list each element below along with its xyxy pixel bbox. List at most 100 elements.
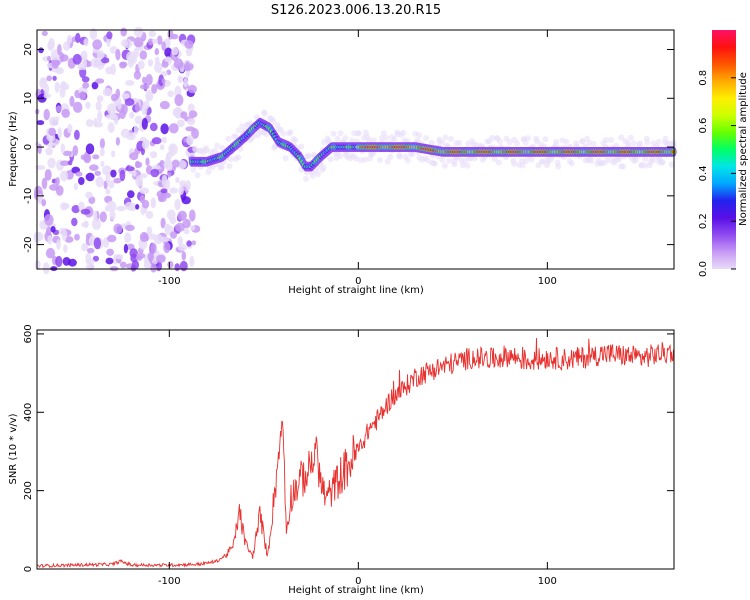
spectrogram-cell: [37, 143, 42, 154]
spectrogram-cell: [148, 30, 156, 37]
spectrogram-cell: [179, 180, 187, 188]
spectrogram-cell: [439, 139, 446, 146]
spectrogram-cell: [129, 111, 135, 119]
spectrogram-cell: [615, 156, 622, 163]
spectrogram-cell: [120, 27, 127, 37]
spectrogram-cell: [174, 94, 184, 107]
spectrogram-cell: [145, 157, 150, 166]
y-tick-label: -20: [23, 236, 34, 252]
spectrogram-cell: [387, 153, 394, 160]
spectrogram-cell: [81, 243, 89, 252]
spectrogram-cell: [105, 257, 114, 265]
spectrogram-cell: [85, 101, 91, 110]
spectrogram-cell: [528, 156, 535, 163]
spectrogram-cell: [184, 40, 194, 49]
spectrogram-cell: [431, 160, 438, 167]
spectrogram-cell: [91, 81, 99, 90]
spectrogram-cell: [120, 39, 128, 47]
spectrogram-cell: [39, 77, 48, 83]
spectrogram-cell: [177, 119, 185, 128]
spectrogram-cell: [655, 138, 662, 145]
spectrogram-cell: [189, 225, 196, 231]
spectrogram-cell: [71, 205, 81, 214]
spectrogram-cell: [150, 242, 157, 254]
spectrogram-cell: [66, 34, 73, 44]
spectrogram-cell: [456, 139, 463, 146]
spectrogram-cell: [153, 234, 164, 245]
spectrogram-cell: [175, 222, 185, 232]
colorbar-tick-label: 0.8: [698, 70, 709, 86]
spectrogram-cell: [96, 95, 104, 103]
spectrogram-cell: [662, 135, 669, 142]
spectrogram-cell: [514, 140, 520, 146]
spectrogram-cell: [113, 223, 123, 234]
spectrogram-cell: [45, 226, 52, 236]
spectrogram-cell: [92, 210, 98, 221]
y-tick-label: 0: [23, 144, 34, 150]
y-tick-label: 10: [23, 92, 34, 105]
figure-title: S126.2023.006.13.20.R15: [271, 3, 441, 18]
spectrogram-cell: [147, 251, 154, 262]
spectrogram-cell: [91, 218, 102, 230]
spectrogram-cell: [63, 41, 71, 51]
spectrogram-y-ticks: -20 -10 0 10 20: [23, 43, 674, 253]
spectrogram-cell: [602, 137, 609, 143]
spectrogram-cell: [85, 258, 95, 265]
spectrogram-cell: [49, 184, 59, 191]
spectrogram-cell: [75, 171, 83, 177]
y-tick-label: -10: [23, 188, 34, 204]
spectrogram-cell: [146, 226, 153, 236]
x-tick-label: -100: [158, 276, 181, 287]
spectrogram-cell: [133, 37, 144, 48]
spectrogram-cell: [120, 128, 130, 138]
spectrogram-cell: [159, 100, 170, 110]
spectrogram-cell: [116, 205, 127, 212]
spectrogram-cell: [187, 103, 195, 113]
spectrogram-cell: [69, 95, 75, 107]
spectrogram-cell: [60, 202, 68, 211]
spectrogram-cell: [495, 159, 502, 166]
spectrogram-image: [33, 26, 677, 275]
spectrogram-cell: [164, 156, 171, 169]
spectrogram-cell: [60, 143, 66, 154]
spectrogram-cell: [75, 32, 81, 44]
spectrogram-cell: [42, 262, 50, 275]
snr-panel: -100 0 100 0 200 400 600 Height of straight l…: [8, 324, 675, 596]
spectrogram-cell: [129, 152, 139, 161]
spectrogram-cell: [81, 222, 89, 228]
spectrogram-cell: [115, 254, 124, 260]
spectrogram-cell: [282, 155, 289, 162]
spectrogram-cell: [169, 187, 178, 194]
spectrogram-cell: [203, 147, 210, 154]
spectrogram-cell: [62, 257, 71, 266]
spectrogram-cell: [287, 129, 294, 136]
spectrogram-cell: [376, 157, 383, 163]
spectrogram-cell: [89, 28, 98, 40]
spectrogram-cell: [74, 129, 80, 140]
spectrogram-cell: [404, 157, 411, 164]
spectrogram-cell: [522, 158, 529, 165]
spectrogram-cell: [127, 54, 137, 65]
snr-x-axis-label: Height of straight line (km): [288, 585, 424, 596]
spectrogram-cell: [190, 166, 197, 173]
spectrogram-cell: [370, 137, 377, 144]
spectrogram-cell: [446, 157, 453, 164]
spectrogram-cell: [46, 75, 52, 82]
spectrogram-cell: [519, 162, 526, 169]
spectrogram-cell: [73, 183, 79, 191]
y-tick-label: 200: [23, 481, 34, 500]
spectrogram-cell: [169, 216, 177, 225]
spectrogram-cell: [506, 139, 513, 146]
spectrogram-cell: [55, 177, 60, 186]
spectrogram-cell: [150, 263, 157, 273]
spectrogram-cell: [74, 233, 80, 241]
spectrogram-cell: [171, 159, 180, 168]
spectrogram-cell: [174, 263, 180, 272]
spectrogram-cell: [157, 35, 163, 45]
spectrogram-cell: [177, 236, 183, 246]
spectrogram-cell: [150, 197, 157, 209]
spectrogram-cell: [423, 135, 430, 141]
spectrogram-cell: [563, 138, 570, 145]
spectrogram-cell: [105, 66, 114, 75]
spectrogram-cell: [644, 139, 651, 146]
